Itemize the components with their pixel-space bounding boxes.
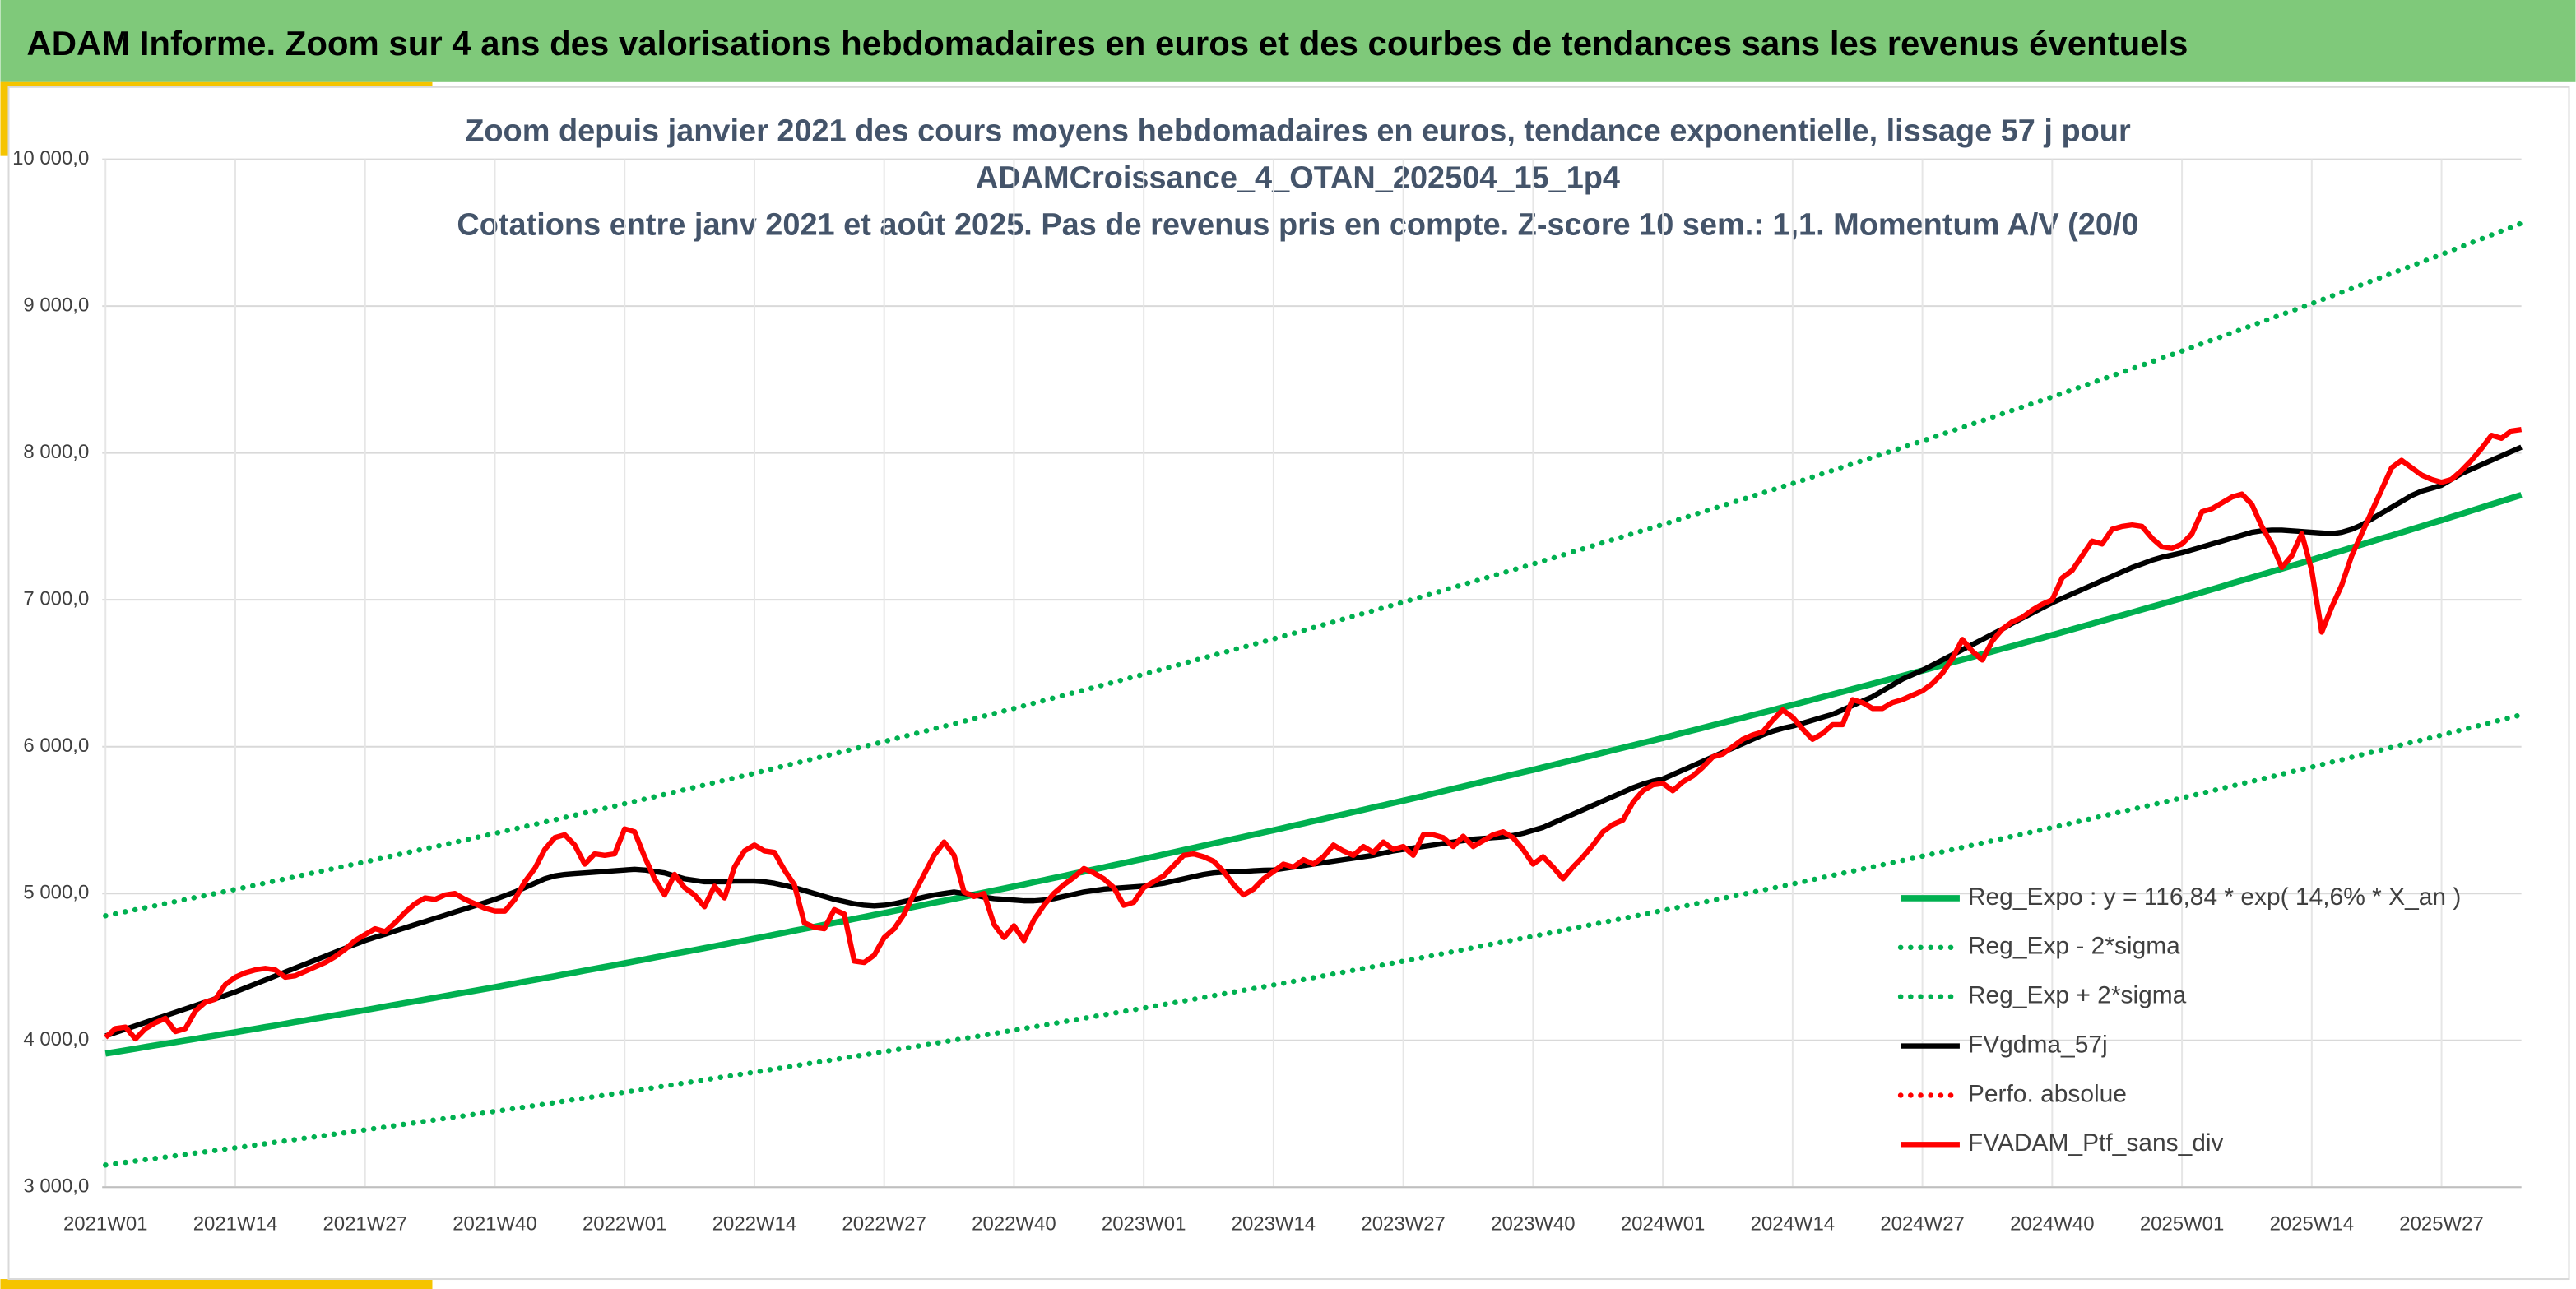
y-tick-label: 7 000,0 [23,588,89,610]
x-tick-label: 2023W01 [1102,1212,1186,1235]
legend-label: Reg_Exp - 2*sigma [1968,933,2180,960]
chart-title: Zoom depuis janvier 2021 des cours moyen… [465,114,2131,149]
y-tick-label: 5 000,0 [23,882,89,904]
x-tick-label: 2025W27 [2399,1212,2483,1235]
y-tick-label: 4 000,0 [23,1028,89,1050]
x-tick-label: 2021W01 [63,1212,147,1235]
series-line [104,492,2523,1057]
y-tick-label: 6 000,0 [23,735,89,757]
y-tick-label: 8 000,0 [23,441,89,463]
y-tick-label: 9 000,0 [23,294,89,316]
legend-label: FVgdma_57j [1968,1031,2108,1058]
header-bar [0,0,2576,82]
chart: Zoom depuis janvier 2021 des cours moyen… [12,114,2524,1235]
x-tick-label: 2025W01 [2140,1212,2224,1235]
x-tick-label: 2021W27 [323,1212,406,1235]
chart-frame [7,86,2570,1281]
legend-label: FVADAM_Ptf_sans_div [1968,1129,2224,1157]
legend-label: Reg_Expo : y = 116,84 * exp( 14,6% * X_a… [1968,883,2461,911]
series-line [103,220,2524,919]
y-tick-label: 3 000,0 [23,1175,89,1198]
series-line [104,426,2523,1042]
x-tick-label: 2023W40 [1491,1212,1575,1235]
accent-bottom [0,1279,433,1289]
legend-label: Reg_Exp + 2*sigma [1968,982,2187,1009]
x-tick-label: 2022W01 [583,1212,666,1235]
x-tick-label: 2021W14 [193,1212,277,1235]
chart-title: ADAMCroissance_4_OTAN_202504_15_1p4 [976,161,1620,196]
x-tick-label: 2024W27 [1880,1212,1964,1235]
x-tick-label: 2025W14 [2270,1212,2354,1235]
x-tick-label: 2022W27 [842,1212,926,1235]
accent-top [0,81,433,87]
x-tick-label: 2023W27 [1361,1212,1445,1235]
x-tick-label: 2024W01 [1621,1212,1705,1235]
y-tick-label: 10 000,0 [12,147,89,169]
chart-title: Cotations entre janv 2021 et août 2025. … [457,207,2138,242]
x-tick-label: 2024W40 [2010,1212,2094,1235]
accent-left [0,81,9,156]
x-tick-label: 2024W14 [1751,1212,1835,1235]
x-tick-label: 2022W40 [972,1212,1056,1235]
x-tick-label: 2021W40 [453,1212,536,1235]
x-tick-label: 2023W14 [1232,1212,1316,1235]
x-tick-label: 2022W14 [712,1212,796,1235]
legend-label: Perfo. absolue [1968,1080,2127,1107]
header-title: ADAM Informe. Zoom sur 4 ans des valoris… [26,24,2188,63]
series-line [103,712,2524,1168]
